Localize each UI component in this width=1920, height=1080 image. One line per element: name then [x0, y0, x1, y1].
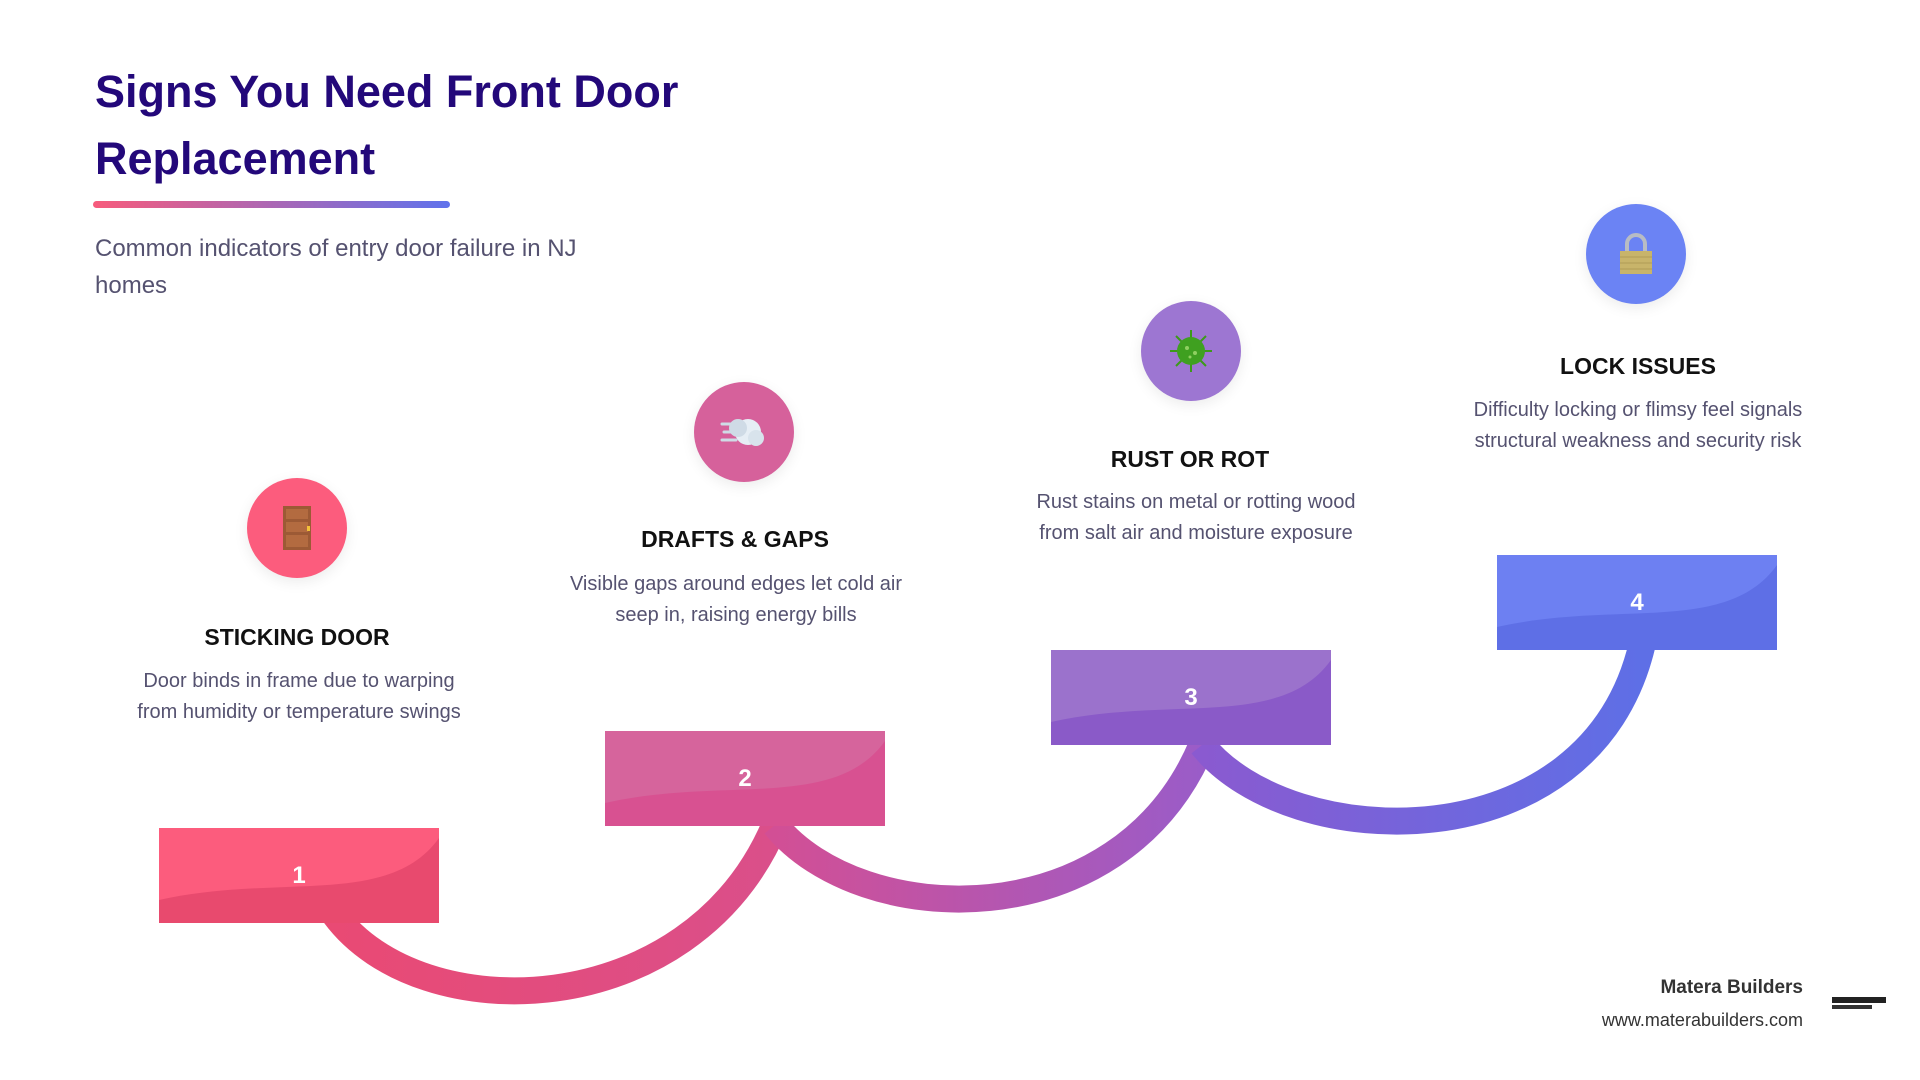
step-1-icon-circle: [247, 478, 347, 578]
brand-name: Matera Builders: [1660, 977, 1803, 998]
step-4-number-box: 4: [1497, 555, 1777, 650]
page-title: Signs You Need Front Door Replacement: [95, 66, 679, 184]
step-4-icon-circle: [1586, 204, 1686, 304]
step-2-title: DRAFTS & GAPS: [641, 526, 829, 552]
step-2-icon-circle: [694, 382, 794, 482]
title-underline: [93, 201, 450, 208]
door-icon: [283, 506, 311, 550]
step-1-title: STICKING DOOR: [204, 624, 390, 650]
step-3-icon-circle: [1141, 301, 1241, 401]
step-4-title: LOCK ISSUES: [1560, 353, 1716, 379]
step-1-number-box: 1: [159, 828, 439, 923]
step-4-number: 4: [1630, 588, 1644, 616]
step-1-number: 1: [292, 861, 306, 889]
matera-logo: [1832, 997, 1886, 1009]
step-4-description: Difficulty locking or flimsy feel signal…: [1473, 399, 1803, 452]
connector-arc-1-2: [324, 819, 788, 1005]
wind-icon: [720, 419, 764, 446]
lock-icon: [1620, 233, 1652, 274]
step-2-number: 2: [738, 764, 752, 792]
step-3-number-box: 3: [1051, 650, 1331, 745]
step-2-description: Visible gaps around edges let cold air s…: [569, 573, 903, 626]
brand-url[interactable]: www.materabuilders.com: [1601, 1010, 1803, 1030]
microbe-icon: [1170, 330, 1212, 372]
step-3-number: 3: [1184, 683, 1198, 711]
page-subtitle: Common indicators of entry door failure …: [95, 235, 577, 299]
step-3-title: RUST OR ROT: [1110, 446, 1270, 472]
connector-arc-2-3: [764, 739, 1215, 913]
step-2-number-box: 2: [605, 731, 885, 826]
step-3-description: Rust stains on metal or rotting wood fro…: [1036, 491, 1356, 544]
step-1-description: Door binds in frame due to warping from …: [137, 670, 461, 723]
connector-arc-3-4: [1191, 641, 1656, 835]
